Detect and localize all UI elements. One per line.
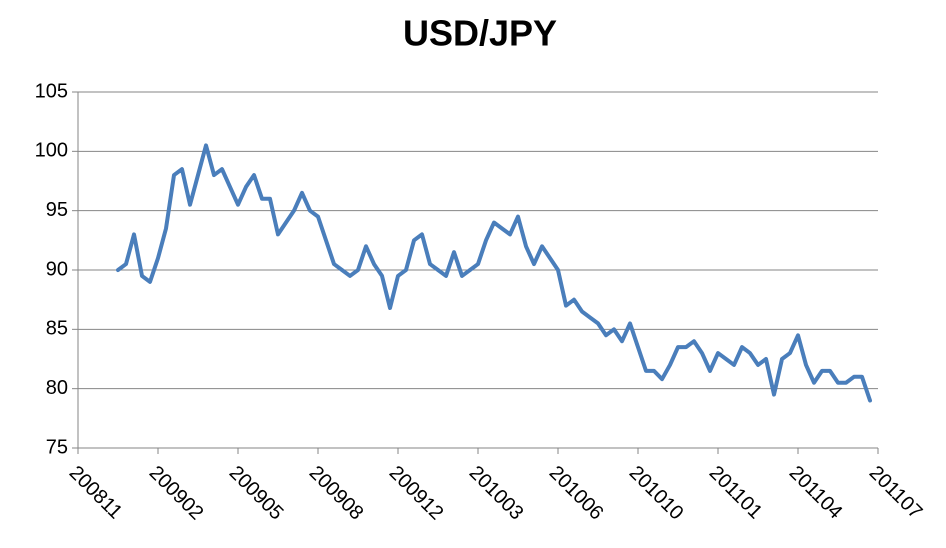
x-tick-label: 200811 xyxy=(65,462,127,524)
x-tick-label: 201003 xyxy=(465,462,528,525)
y-tick-label: 100 xyxy=(35,140,68,162)
y-tick-label: 105 xyxy=(35,80,68,102)
x-tick-label: 201101 xyxy=(705,462,767,524)
x-tick-label: 201006 xyxy=(545,462,608,525)
x-tick-label: 200912 xyxy=(385,462,448,525)
x-tick-label: 201010 xyxy=(625,462,688,525)
y-tick-label: 80 xyxy=(46,377,68,399)
chart-title: USD/JPY xyxy=(403,13,557,54)
y-tick-label: 95 xyxy=(46,199,68,221)
x-tick-label: 200908 xyxy=(305,462,368,525)
x-tick-label: 201107 xyxy=(865,462,927,524)
y-tick-label: 90 xyxy=(46,258,68,280)
x-tick-label: 201104 xyxy=(785,462,847,524)
data-line xyxy=(116,143,872,403)
x-tick-label: 200905 xyxy=(225,462,288,525)
y-tick-label: 85 xyxy=(46,318,68,340)
x-tick-label: 200902 xyxy=(145,462,208,525)
y-tick-label: 75 xyxy=(46,436,68,458)
